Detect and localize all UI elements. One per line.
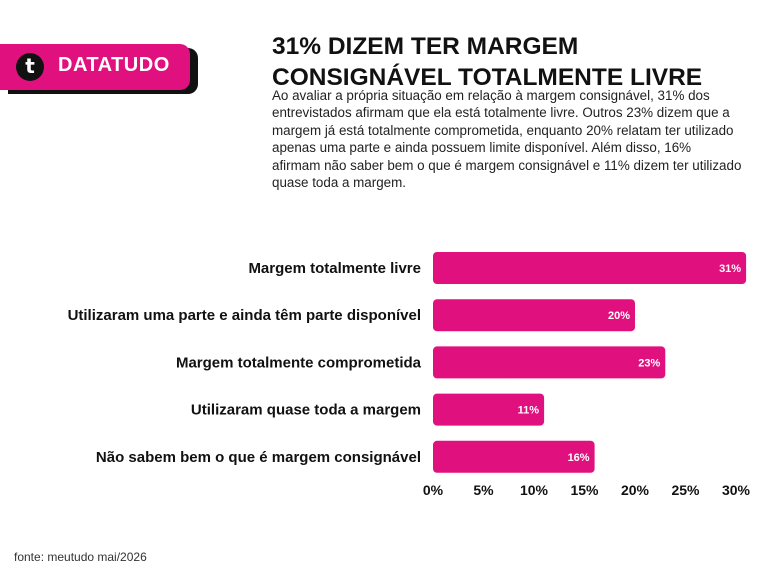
logo-badge: t DATATUDO <box>0 44 190 90</box>
page-title: 31% DIZEM TER MARGEM CONSIGNÁVEL TOTALME… <box>272 33 703 91</box>
brand-name: DATATUDO <box>58 54 170 76</box>
x-tick-label: 10% <box>520 482 549 498</box>
x-tick-label: 30% <box>722 482 751 498</box>
category-label: Utilizaram quase toda a margem <box>191 402 421 419</box>
category-label: Não sabem bem o que é margem consignável <box>96 449 421 466</box>
bar <box>433 346 666 379</box>
data-label: 11% <box>518 405 540 417</box>
bar <box>433 393 545 426</box>
data-label: 23% <box>638 357 660 369</box>
category-label: Margem totalmente livre <box>248 260 421 277</box>
bar <box>433 299 635 332</box>
description-text: Ao avaliar a própria situação em relação… <box>272 88 742 191</box>
data-label: 16% <box>568 452 590 464</box>
bar <box>433 440 595 473</box>
brand-logo: t DATATUDO <box>0 44 198 94</box>
data-label: 20% <box>608 310 630 322</box>
category-label: Margem totalmente comprometida <box>176 354 422 371</box>
data-label: 31% <box>719 263 741 275</box>
x-tick-label: 25% <box>671 482 700 498</box>
x-tick-label: 15% <box>570 482 599 498</box>
x-tick-label: 0% <box>423 482 444 498</box>
source-note: fonte: meutudo mai/2026 <box>14 550 147 564</box>
x-tick-label: 5% <box>473 482 494 498</box>
bar-chart: Margem totalmente livre 31% Utilizaram uma… <box>68 252 751 498</box>
logo-t-icon: t <box>16 53 44 81</box>
x-tick-label: 20% <box>621 482 650 498</box>
bar <box>433 252 747 284</box>
category-label: Utilizaram uma parte e ainda têm parte d… <box>68 307 421 324</box>
